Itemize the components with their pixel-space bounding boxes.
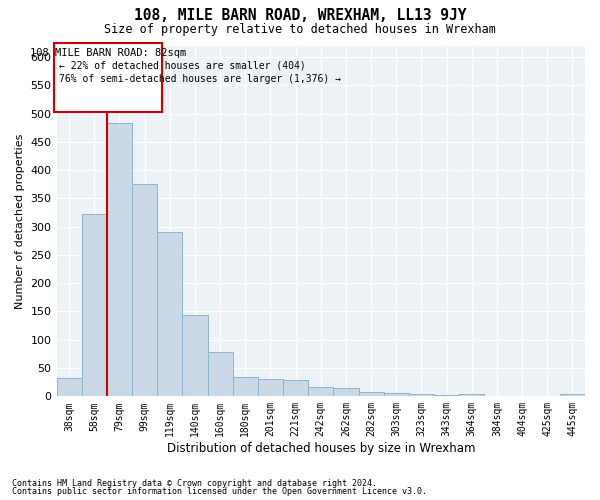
Text: 108 MILE BARN ROAD: 82sqm: 108 MILE BARN ROAD: 82sqm	[30, 48, 186, 58]
Bar	[409, 394, 434, 396]
Bar	[434, 395, 459, 396]
Bar	[308, 388, 334, 396]
Bar	[359, 392, 383, 396]
Bar	[560, 394, 585, 396]
Bar	[157, 232, 182, 396]
Bar	[283, 380, 308, 396]
Bar	[208, 352, 233, 397]
X-axis label: Distribution of detached houses by size in Wrexham: Distribution of detached houses by size …	[167, 442, 475, 455]
Bar	[258, 380, 283, 396]
Text: Contains HM Land Registry data © Crown copyright and database right 2024.: Contains HM Land Registry data © Crown c…	[12, 478, 377, 488]
Bar	[132, 184, 157, 396]
Bar	[383, 393, 409, 396]
Bar	[459, 394, 484, 396]
Text: 76% of semi-detached houses are larger (1,376) →: 76% of semi-detached houses are larger (…	[59, 74, 341, 85]
Text: Contains public sector information licensed under the Open Government Licence v3: Contains public sector information licen…	[12, 487, 427, 496]
Text: ← 22% of detached houses are smaller (404): ← 22% of detached houses are smaller (40…	[59, 60, 306, 70]
FancyBboxPatch shape	[54, 43, 163, 112]
Text: 108, MILE BARN ROAD, WREXHAM, LL13 9JY: 108, MILE BARN ROAD, WREXHAM, LL13 9JY	[134, 8, 466, 22]
Bar	[182, 316, 208, 396]
Bar	[233, 377, 258, 396]
Bar	[56, 378, 82, 396]
Y-axis label: Number of detached properties: Number of detached properties	[15, 134, 25, 308]
Bar	[334, 388, 359, 396]
Text: Size of property relative to detached houses in Wrexham: Size of property relative to detached ho…	[104, 22, 496, 36]
Bar	[107, 122, 132, 396]
Bar	[82, 214, 107, 396]
